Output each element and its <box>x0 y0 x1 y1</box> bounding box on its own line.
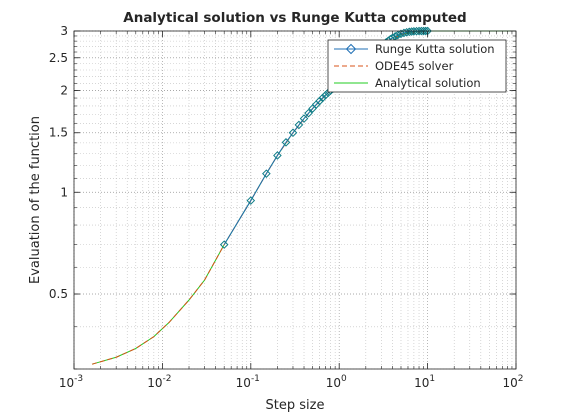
y-tick-label: 0.5 <box>49 287 68 301</box>
legend-label-analytical: Analytical solution <box>375 76 481 90</box>
rk-data-point <box>315 96 324 106</box>
plot-area-border <box>73 30 517 370</box>
x-tick-label: 10-2 <box>147 374 171 390</box>
rk-data-point <box>299 114 309 123</box>
y-tick-label: 1 <box>60 185 68 199</box>
y-tick-labels: 0.5 1 1.5 2 2.5 3 <box>49 24 68 301</box>
chart-title: Analytical solution vs Runge Kutta compu… <box>123 10 466 26</box>
x-tick-label: 101 <box>414 374 435 390</box>
x-tick-label: 10-3 <box>59 374 83 390</box>
y-tick-label: 1.5 <box>49 126 68 140</box>
rk-data-point <box>318 93 327 103</box>
minor-grid <box>74 30 516 370</box>
rk-data-point <box>262 169 271 178</box>
y-tick-label: 3 <box>60 24 68 38</box>
rk-data-point <box>419 26 428 36</box>
rk-data-point <box>219 240 229 249</box>
y-tick-label: 2.5 <box>49 51 68 65</box>
rk-data-point <box>321 90 330 100</box>
rk-data-point <box>288 128 298 138</box>
x-tick-label: 100 <box>326 374 347 390</box>
legend-label-runge-kutta: Runge Kutta solution <box>375 42 495 56</box>
x-tick-labels: 10-3 10-2 10-1 100 101 102 <box>59 374 524 390</box>
x-tick-label: 102 <box>502 374 523 390</box>
rk-data-point <box>421 26 430 36</box>
legend-label-ode45: ODE45 solver <box>375 59 454 73</box>
rk-data-point <box>281 138 291 147</box>
y-axis-label: Evaluation of the function <box>28 116 43 284</box>
y-tick-label: 2 <box>60 84 68 98</box>
rk-data-point <box>273 151 282 160</box>
x-axis-label: Step size <box>266 398 325 413</box>
legend: Runge Kutta solution ODE45 solver Analyt… <box>327 39 507 93</box>
x-tick-label: 10-1 <box>236 374 260 390</box>
rk-data-point <box>294 120 304 130</box>
rk-data-point <box>246 196 256 205</box>
rk-data-point <box>393 30 403 40</box>
rk-data-point <box>304 108 313 118</box>
legend-marker-runge-kutta <box>345 43 357 55</box>
ticks-layer <box>73 30 517 370</box>
